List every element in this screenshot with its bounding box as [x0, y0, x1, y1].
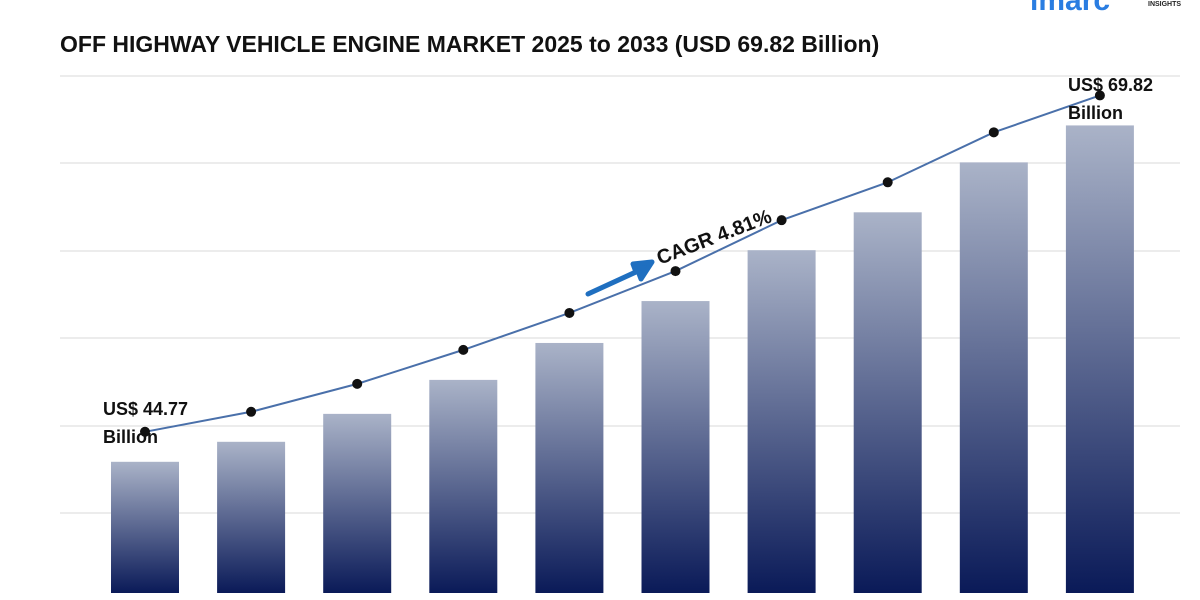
trend-marker [776, 215, 787, 226]
chart-title: OFF HIGHWAY VEHICLE ENGINE MARKET 2025 t… [60, 31, 879, 57]
bar [111, 461, 179, 593]
start-label: US$ 44.77 [103, 399, 188, 419]
trend-line [144, 94, 1101, 433]
logo-tagline: INSIGHTS [1148, 1, 1181, 8]
trend-marker [564, 307, 575, 318]
trend-marker [882, 177, 893, 188]
cagr-arrow [585, 259, 655, 297]
trend-marker [458, 344, 469, 355]
logo-brand: imarc [1030, 0, 1110, 17]
bar [747, 250, 816, 593]
bar [323, 413, 392, 593]
bar [959, 162, 1028, 594]
end-label: Billion [1068, 103, 1123, 123]
trend-marker [1094, 90, 1105, 101]
trend-marker [352, 378, 363, 389]
trend-marker [988, 127, 999, 138]
bar [853, 212, 922, 594]
bar [641, 301, 710, 593]
trend-marker [670, 266, 681, 277]
start-label: Billion [103, 427, 158, 447]
end-label: US$ 69.82 [1068, 75, 1153, 95]
trend-marker [246, 406, 257, 417]
bar [1065, 125, 1134, 593]
trend-marker [140, 426, 150, 437]
bar [217, 441, 286, 593]
bar [429, 379, 498, 593]
bar [535, 342, 604, 593]
